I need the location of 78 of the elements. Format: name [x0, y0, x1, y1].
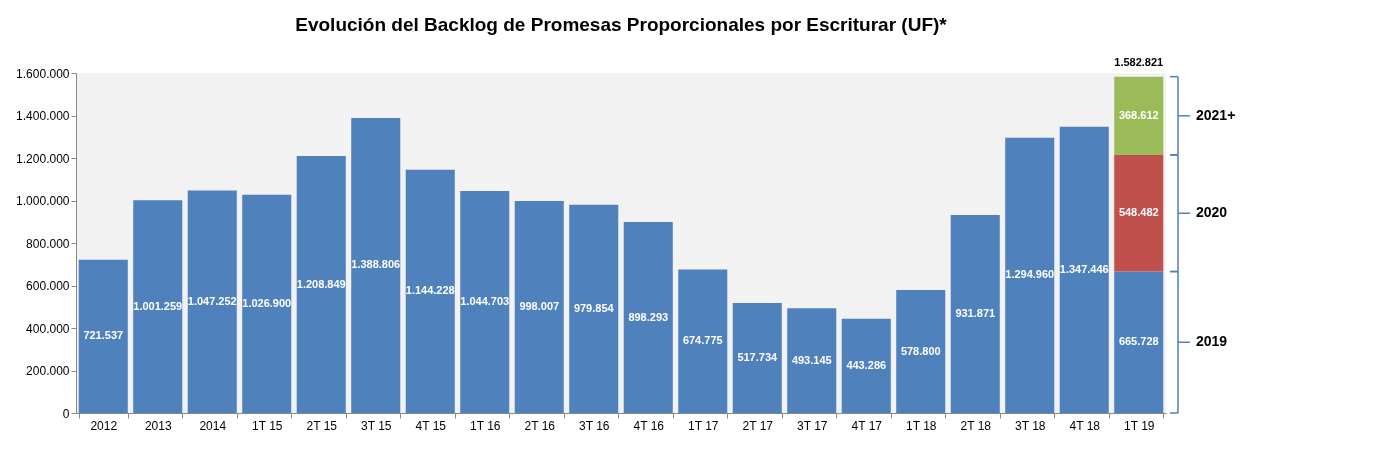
bar	[242, 194, 292, 413]
bar	[787, 308, 837, 413]
bar	[950, 214, 1000, 413]
bar	[1114, 76, 1164, 155]
bar	[78, 259, 128, 413]
y-tick-label: 1.600.000	[16, 66, 70, 81]
bar	[678, 269, 728, 413]
y-tick-label: 1.400.000	[16, 109, 70, 123]
x-tick-label: 4T 17	[851, 418, 883, 433]
data-label: 1.388.806	[351, 258, 401, 271]
y-tick-label: 1.200.000	[16, 151, 70, 166]
x-tick-label: 1T 18	[906, 418, 937, 433]
data-label: 1.144.228	[405, 284, 455, 297]
x-tick-label: 3T 17	[797, 418, 828, 433]
bar	[514, 200, 564, 413]
data-label: 493.145	[791, 353, 832, 366]
bar	[1059, 126, 1109, 413]
data-label: 1.001.259	[133, 299, 183, 312]
x-tick-label: 3T 15	[361, 418, 392, 433]
bar	[405, 169, 455, 413]
x-tick-label: 1T 15	[252, 418, 283, 433]
bar	[460, 191, 510, 413]
x-tick-label: 2T 18	[960, 418, 992, 433]
bar	[623, 222, 673, 413]
data-label: 931.871	[955, 306, 996, 319]
data-label: 517.734	[737, 350, 779, 363]
text: 2021+	[1196, 106, 1236, 123]
data-label: 979.854	[573, 301, 615, 314]
y-tick-label: 800.000	[26, 236, 70, 251]
x-tick-label: 4T 15	[415, 418, 447, 433]
data-label: 443.286	[846, 358, 887, 371]
data-label: 721.537	[83, 329, 124, 342]
data-label: 1.208.849	[296, 277, 346, 290]
bar	[569, 204, 619, 413]
data-label: 998.007	[519, 299, 560, 312]
y-tick-label: 600.000	[26, 279, 70, 293]
x-tick-label: 2014	[199, 418, 227, 433]
x-tick-label: 2T 15	[306, 418, 338, 433]
chart-title: Evolución del Backlog de Promesas Proporcionales por Escriturar (UF)*	[295, 13, 948, 35]
bar	[1005, 137, 1055, 413]
bar	[133, 200, 183, 413]
x-tick-label: 3T 16	[579, 418, 610, 433]
y-tick-label: 0	[62, 406, 70, 421]
x-tick-label: 2013	[144, 418, 172, 433]
data-label: 898.293	[628, 310, 669, 323]
total-label: 1.582.821	[1114, 55, 1164, 68]
data-label: 1.347.446	[1059, 262, 1109, 275]
y-tick-label: 200.000	[26, 364, 70, 378]
x-tick-label: 2T 16	[524, 418, 556, 433]
data-label: 1.044.703	[460, 295, 510, 307]
x-tick-label: 4T 16	[633, 418, 665, 433]
data-label: 1.047.252	[187, 294, 237, 307]
y-tick-label: 400.000	[26, 321, 70, 336]
data-label: 578.800	[900, 344, 941, 357]
data-label: 1.026.900	[242, 296, 292, 309]
x-tick-label: 2012	[90, 418, 118, 433]
x-tick-label: 1T 17	[688, 418, 719, 433]
bar	[1114, 271, 1164, 413]
x-tick-label: 1T 19	[1124, 418, 1155, 433]
x-tick-label: 2T 17	[742, 418, 774, 433]
data-label: 548.482	[1118, 206, 1159, 219]
bar	[841, 318, 891, 413]
bar	[187, 190, 237, 413]
bar	[732, 302, 782, 413]
bar	[1114, 154, 1164, 272]
bar	[896, 290, 946, 413]
bar	[296, 156, 346, 413]
data-label: 665.728	[1118, 335, 1159, 348]
text: 2019	[1196, 333, 1228, 350]
x-tick-label: 4T 18	[1069, 418, 1101, 433]
y-tick-label: 1.000.000	[16, 194, 70, 208]
data-label: 368.612	[1118, 108, 1159, 121]
bar	[351, 117, 401, 413]
x-tick-label: 1T 16	[470, 418, 501, 433]
data-label: 674.775	[682, 334, 723, 347]
data-label: 1.294.960	[1005, 268, 1055, 281]
text: 2020	[1196, 204, 1228, 221]
x-tick-label: 3T 18	[1015, 418, 1046, 433]
